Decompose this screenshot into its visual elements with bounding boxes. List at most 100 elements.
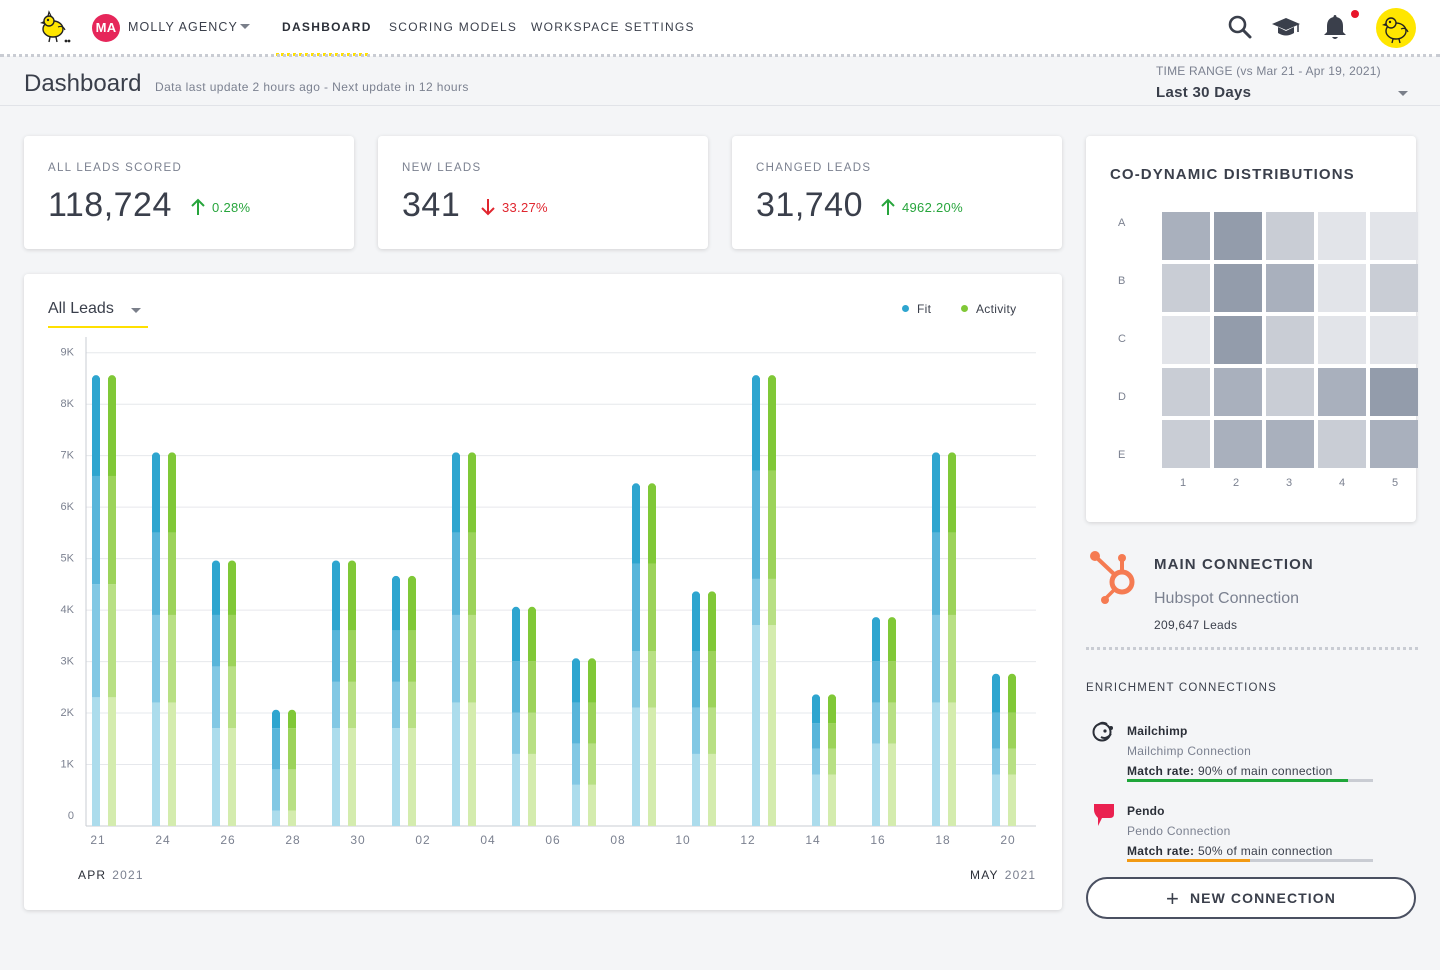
chevron-down-icon[interactable]	[131, 308, 141, 313]
chart-bar-segment	[512, 609, 520, 662]
codynamic-cell[interactable]	[1266, 316, 1314, 364]
avatar[interactable]	[1376, 8, 1416, 48]
main-connection-name[interactable]: Hubspot Connection	[1154, 590, 1299, 607]
chart-bar-segment	[272, 810, 280, 826]
codynamic-cell[interactable]	[1266, 368, 1314, 416]
agency-avatar[interactable]: MA	[92, 14, 120, 42]
codynamic-cell[interactable]	[1162, 368, 1210, 416]
chart-bar-segment	[992, 748, 1000, 775]
chart-bar-segment	[692, 594, 700, 651]
chart-bar-segment	[1008, 774, 1016, 826]
chart-bar-segment	[468, 532, 476, 615]
stat-card-new-leads: NEW LEADS 341 33.27%	[378, 136, 708, 249]
codynamic-cell[interactable]	[1370, 264, 1418, 312]
tab-scoring-models[interactable]: SCORING MODELS	[389, 20, 518, 34]
codynamic-cell[interactable]	[1266, 212, 1314, 260]
codynamic-col-label: 2	[1233, 477, 1240, 489]
x-tick-label: 04	[480, 833, 495, 847]
codynamic-cell[interactable]	[1370, 368, 1418, 416]
x-tick-label: 21	[90, 833, 105, 847]
codynamic-card: CO-DYNAMIC DISTRIBUTIONS A B C D E 1 2 3 4 5	[1086, 136, 1418, 522]
chart-bar-segment	[452, 455, 460, 533]
chart-bar-segment	[632, 486, 640, 564]
agency-name[interactable]: MOLLY AGENCY	[128, 20, 238, 34]
chart-bar-segment	[408, 630, 416, 682]
x-tick-label: 06	[545, 833, 560, 847]
codynamic-cell[interactable]	[1214, 212, 1262, 260]
legend-dot	[961, 305, 968, 313]
chart-bar-segment	[212, 666, 220, 729]
codynamic-cell[interactable]	[1318, 420, 1366, 468]
enrichment-pendo-name[interactable]: Pendo	[1127, 804, 1165, 818]
legend-fit[interactable]: Fit	[902, 301, 931, 316]
codynamic-cell[interactable]	[1318, 316, 1366, 364]
tab-dashboard[interactable]: DASHBOARD	[282, 20, 372, 34]
chart-bar-segment	[708, 650, 716, 708]
chart-bar-segment	[708, 753, 716, 826]
codynamic-cell[interactable]	[1162, 264, 1210, 312]
codynamic-cell[interactable]	[1370, 316, 1418, 364]
chart-bar-segment	[92, 697, 100, 826]
y-tick-label: 3K	[61, 656, 75, 668]
chart-bar-cap	[932, 452, 940, 461]
chart-bar-segment	[828, 774, 836, 826]
time-range-select[interactable]: Last 30 Days	[1156, 84, 1252, 101]
chart-bar-cap	[108, 375, 116, 384]
chart-bar-segment	[572, 661, 580, 703]
stat-label: CHANGED LEADS	[756, 162, 872, 174]
pendo-icon	[1094, 804, 1114, 826]
codynamic-cell[interactable]	[1162, 420, 1210, 468]
codynamic-cell[interactable]	[1370, 212, 1418, 260]
codynamic-cell[interactable]	[1162, 316, 1210, 364]
chart-bar-segment	[452, 614, 460, 703]
bell-icon[interactable]	[1320, 12, 1350, 42]
chart-bar-cap	[528, 606, 536, 615]
stat-card-changed-leads: CHANGED LEADS 31,740 4962.20%	[732, 136, 1062, 249]
codynamic-cell[interactable]	[1370, 420, 1418, 468]
match-rate-fill	[1127, 859, 1250, 862]
chart-bar-cap	[212, 560, 220, 569]
chart-bar-cap	[812, 694, 820, 703]
legend-activity[interactable]: Activity	[961, 301, 1016, 316]
chart-bar-segment	[692, 753, 700, 826]
y-tick-label: 8K	[61, 398, 75, 410]
chevron-down-icon[interactable]	[1398, 91, 1408, 96]
codynamic-cell[interactable]	[1318, 264, 1366, 312]
graduation-cap-icon[interactable]	[1271, 12, 1301, 42]
x-tick-label: 30	[350, 833, 365, 847]
main-connection-title: MAIN CONNECTION	[1154, 556, 1314, 573]
plus-icon: +	[1165, 886, 1180, 911]
chart-bar-segment	[288, 769, 296, 811]
search-icon[interactable]	[1225, 12, 1255, 42]
codynamic-cell[interactable]	[1214, 420, 1262, 468]
codynamic-cell[interactable]	[1318, 368, 1366, 416]
codynamic-cell[interactable]	[1266, 264, 1314, 312]
chevron-down-icon[interactable]	[240, 24, 250, 29]
logo-icon[interactable]	[36, 10, 72, 46]
chart-bar-segment	[392, 728, 400, 826]
codynamic-cell[interactable]	[1214, 264, 1262, 312]
leads-filter-select[interactable]: All Leads	[48, 300, 114, 317]
chart-bar-segment	[588, 702, 596, 744]
connection-divider	[1086, 647, 1418, 650]
chart-bar-cap	[708, 591, 716, 600]
x-tick-label: 24	[155, 833, 170, 847]
data-update-status: Data last update 2 hours ago - Next upda…	[155, 80, 469, 94]
codynamic-cell[interactable]	[1214, 316, 1262, 364]
chart-bar-segment	[332, 630, 340, 682]
codynamic-cell[interactable]	[1266, 420, 1314, 468]
chart-bar-segment	[332, 681, 340, 729]
filter-underline	[48, 326, 148, 328]
chart-bar-cap	[168, 452, 176, 461]
tab-workspace-settings[interactable]: WORKSPACE SETTINGS	[531, 20, 695, 34]
codynamic-cell[interactable]	[1162, 212, 1210, 260]
chart-bar-segment	[528, 661, 536, 713]
chart-bar-cap	[92, 375, 100, 384]
enrichment-mailchimp-sub: Mailchimp Connection	[1127, 744, 1252, 758]
codynamic-cell[interactable]	[1214, 368, 1262, 416]
y-tick-label: 7K	[61, 450, 75, 462]
chart-bar-cap	[872, 617, 880, 626]
codynamic-cell[interactable]	[1318, 212, 1366, 260]
enrichment-mailchimp-name[interactable]: Mailchimp	[1127, 724, 1188, 738]
new-connection-button[interactable]: + NEW CONNECTION	[1086, 877, 1416, 919]
